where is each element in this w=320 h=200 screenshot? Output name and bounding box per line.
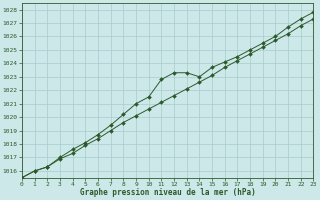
- X-axis label: Graphe pression niveau de la mer (hPa): Graphe pression niveau de la mer (hPa): [80, 188, 256, 197]
